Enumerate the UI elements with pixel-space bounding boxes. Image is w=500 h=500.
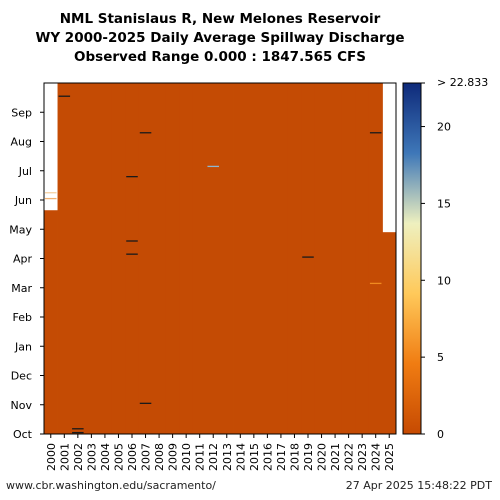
- heatmap-event-2006: [126, 253, 138, 255]
- heatmap-column-2000: [44, 210, 58, 434]
- heatmap-event-2000: [45, 192, 57, 194]
- y-tick-label: Oct: [13, 428, 33, 441]
- heatmap-event-2024: [369, 132, 382, 134]
- colorbar-tick-label: 0: [437, 428, 444, 441]
- x-tick-label: 2019: [302, 443, 315, 471]
- source-url: www.cbr.washington.edu/sacramento/: [6, 479, 216, 492]
- heatmap-column-2025: [382, 232, 397, 434]
- x-tick-label: 2009: [167, 443, 180, 471]
- heatmap-column-2010: [179, 83, 194, 434]
- x-tick-label: 2022: [343, 443, 356, 471]
- x-tick-label: 2000: [45, 443, 58, 471]
- x-tick-label: 2015: [248, 443, 261, 471]
- colorbar-tick-label: 5: [437, 351, 444, 364]
- y-tick-label: Jul: [18, 165, 32, 178]
- x-tick-label: 2010: [180, 443, 193, 471]
- heatmap-column-2021: [328, 83, 343, 434]
- heatmap-event-2007: [139, 132, 152, 134]
- x-tick-label: 2017: [275, 443, 288, 471]
- heatmap-column-2012: [206, 83, 221, 434]
- heatmap-event-2006: [126, 176, 138, 178]
- x-tick-label: 2005: [112, 443, 125, 471]
- heatmap-column-2017: [274, 83, 289, 434]
- x-tick-label: 2021: [329, 443, 342, 471]
- heatmap-column-2024: [368, 83, 383, 434]
- x-tick-label: 2013: [221, 443, 234, 471]
- heatmap-column-2020: [314, 83, 329, 434]
- colorbar-tick-label: 15: [437, 197, 451, 210]
- title-line-3: Observed Range 0.000 : 1847.565 CFS: [74, 49, 366, 65]
- x-tick-label: 2003: [85, 443, 98, 471]
- x-tick-label: 2006: [126, 443, 139, 471]
- x-tick-label: 2002: [72, 443, 85, 471]
- y-tick-label: Jan: [14, 340, 32, 353]
- x-tick-label: 2024: [370, 443, 383, 471]
- colorbar-top-label: > 22.833: [437, 76, 488, 89]
- y-tick-label: Dec: [11, 370, 32, 383]
- heatmap-column-2008: [152, 83, 167, 434]
- y-tick-label: Mar: [11, 282, 32, 295]
- x-tick-label: 2014: [234, 443, 247, 471]
- x-tick-label: 2025: [383, 443, 396, 471]
- heatmap-column-2013: [220, 83, 234, 434]
- heatmap-column-2003: [84, 83, 99, 434]
- x-tick-label: 2004: [99, 443, 112, 471]
- heatmap-column-2022: [341, 83, 356, 434]
- y-tick-label: Apr: [13, 253, 33, 266]
- y-tick-label: Aug: [11, 136, 32, 149]
- heatmap-event-2012: [207, 165, 219, 168]
- y-tick-label: Feb: [13, 311, 32, 324]
- title-line-2: WY 2000-2025 Daily Average Spillway Disc…: [35, 30, 405, 46]
- heatmap-column-2018: [287, 83, 302, 434]
- y-tick-label: Jun: [14, 194, 32, 207]
- heatmap-column-2006: [125, 83, 140, 434]
- heatmap-column-2007: [138, 83, 153, 434]
- heatmap-column-2004: [98, 83, 113, 434]
- x-tick-label: 2018: [288, 443, 301, 471]
- x-tick-label: 2012: [207, 443, 220, 471]
- colorbar-tick-label: 10: [437, 274, 451, 287]
- y-tick-label: Sep: [11, 106, 32, 119]
- heatmap-column-2011: [192, 83, 207, 434]
- heatmap-event-2007: [139, 402, 152, 404]
- heatmap-column-2016: [260, 83, 275, 434]
- x-tick-label: 2007: [140, 443, 153, 471]
- heatmap-event-2002: [72, 428, 84, 430]
- y-tick-label: May: [9, 223, 32, 236]
- heatmap-event-2002: [72, 431, 84, 434]
- timestamp: 27 Apr 2025 15:48:22 PDT: [345, 479, 492, 492]
- heatmap-column-2015: [247, 83, 262, 434]
- heatmap-column-2005: [111, 83, 126, 434]
- title-line-1: NML Stanislaus R, New Melones Reservoir: [59, 11, 381, 27]
- colorbar-tick-label: 20: [437, 121, 451, 134]
- heatmap-column-2023: [355, 83, 370, 434]
- heatmap-event-2000: [45, 197, 57, 200]
- heatmap-column-2001: [57, 83, 72, 434]
- heatmap-column-2019: [301, 83, 316, 434]
- x-tick-label: 2008: [153, 443, 166, 471]
- heatmap-event-2024: [369, 282, 382, 285]
- x-tick-label: 2011: [194, 443, 207, 471]
- x-tick-label: 2020: [316, 443, 329, 471]
- heatmap-event-2001: [58, 95, 71, 97]
- x-tick-label: 2023: [356, 443, 369, 471]
- heatmap-event-2006: [126, 240, 138, 242]
- y-tick-label: Nov: [11, 399, 33, 412]
- x-tick-label: 2001: [58, 443, 71, 471]
- heatmap-column-2009: [165, 83, 180, 434]
- chart-title: NML Stanislaus R, New Melones Reservoir …: [0, 10, 440, 67]
- heatmap-event-2019: [302, 256, 314, 258]
- colorbar: [402, 82, 422, 435]
- heatmap-column-2002: [71, 83, 86, 434]
- heatmap-column-2014: [233, 83, 248, 434]
- x-tick-label: 2016: [261, 443, 274, 471]
